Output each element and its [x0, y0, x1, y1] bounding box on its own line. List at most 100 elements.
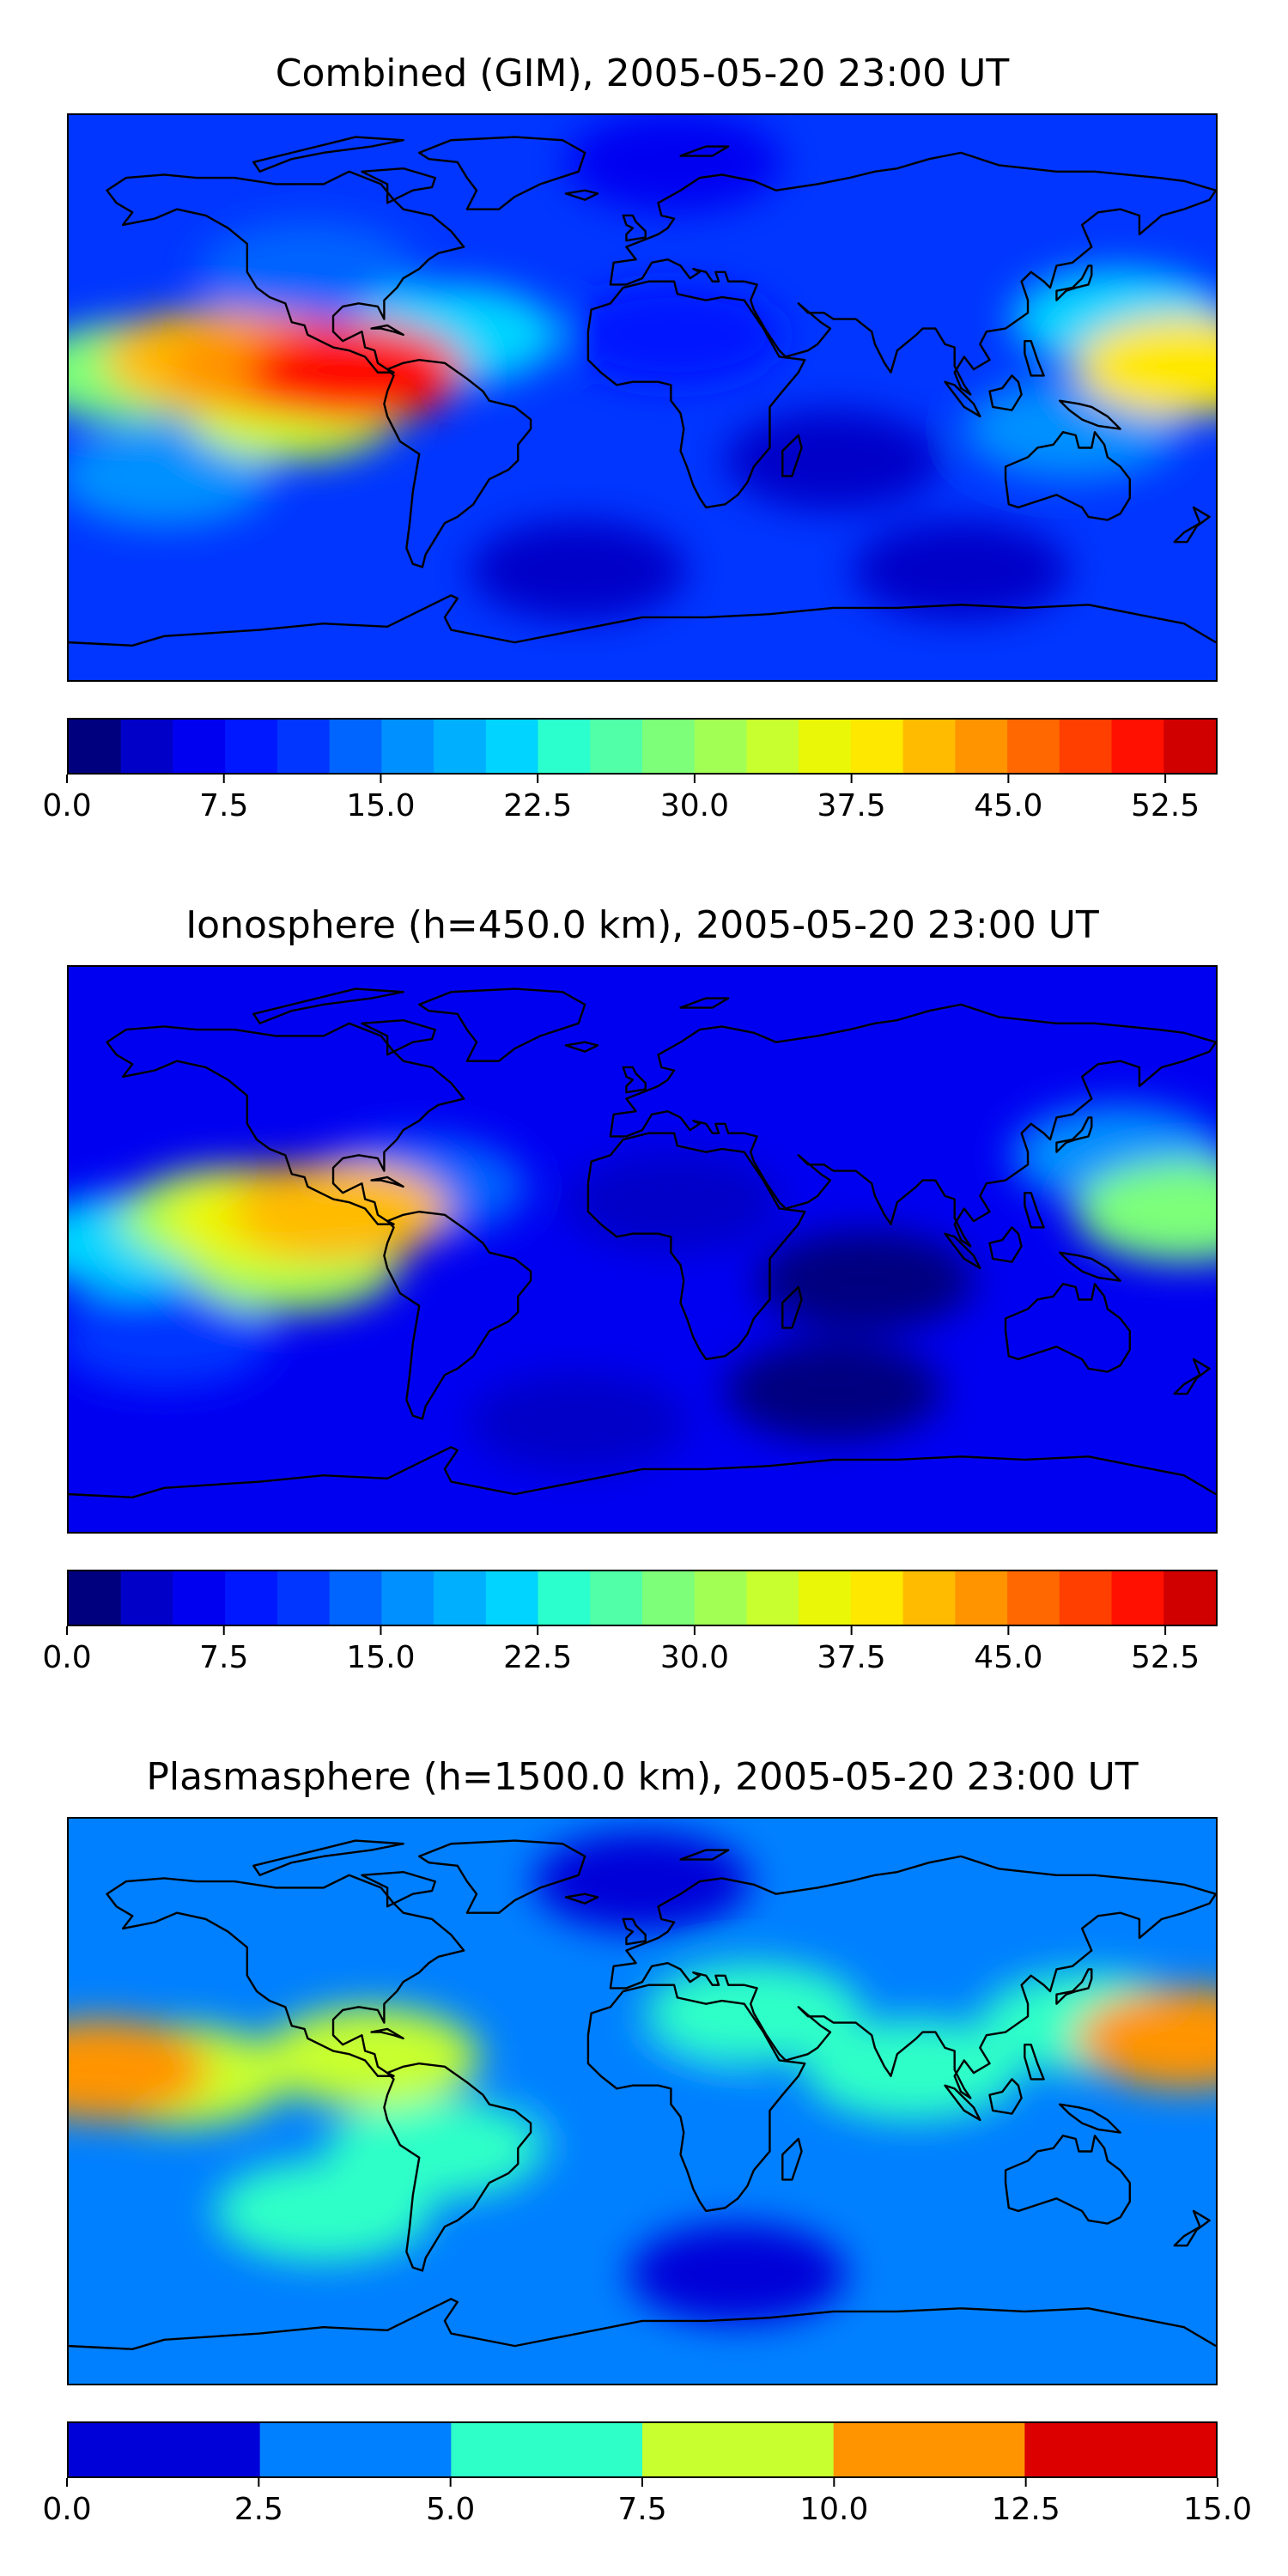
- colorbar-segment: [329, 1571, 382, 1625]
- map-plot: [67, 1817, 1218, 2385]
- coastline-baffin: [361, 168, 434, 203]
- coastline-australia: [1005, 1284, 1130, 1371]
- field-blob: [756, 1230, 974, 1332]
- colorbar-tick-label: 0.0: [42, 788, 91, 823]
- colorbar-tick-label: 30.0: [660, 1640, 729, 1675]
- colorbar-segment: [590, 1571, 643, 1625]
- colorbar-segment: [955, 1571, 1008, 1625]
- chart-title: Combined (GIM), 2005-05-20 23:00 UT: [275, 52, 1010, 95]
- colorbar-segment: [381, 720, 434, 773]
- colorbar-tick-labels: 0.0 7.5 15.0 22.5 30.0 37.5 45.0 52.5: [42, 775, 1200, 823]
- colorbar-tick-label: 30.0: [660, 788, 729, 823]
- colorbar-segment: [225, 720, 278, 773]
- coastline-eurasia: [611, 1005, 1216, 1246]
- field-blob: [1075, 315, 1216, 416]
- field-blob: [69, 2019, 210, 2120]
- coastline-japan: [1056, 1969, 1091, 2003]
- coastline-borneo: [990, 375, 1022, 410]
- coastline-arctic-islands: [253, 137, 403, 172]
- colorbar-segment: [1059, 720, 1113, 773]
- field-blob: [246, 322, 465, 423]
- colorbar-tick-label: 15.0: [346, 1640, 415, 1675]
- coastline-cuba: [372, 325, 404, 335]
- colorbar-segment: [902, 720, 956, 773]
- field-blob: [533, 2050, 751, 2152]
- coastline-iceland: [566, 191, 598, 200]
- colorbar-segment: [642, 2423, 835, 2476]
- colorbar-segment: [642, 1571, 696, 1625]
- colorbar-segment: [1163, 1571, 1216, 1625]
- map-plot: [67, 113, 1218, 682]
- coastline-svalbard: [681, 1850, 729, 1860]
- colorbar-segment: [173, 1571, 226, 1625]
- coastline-sumatra: [945, 2086, 981, 2120]
- colorbar-ticks: 0.0 7.5 15.0 22.5 30.0 37.5 45.0 52.5: [42, 1626, 1218, 1678]
- coastlines: [69, 989, 1216, 1498]
- colorbar-segment: [538, 720, 591, 773]
- coastline-madagascar: [782, 435, 801, 477]
- field-blob: [215, 2160, 433, 2262]
- coastline-new-zealand: [1175, 507, 1210, 542]
- coastline-new-zealand: [1175, 2211, 1210, 2245]
- colorbar-segment: [485, 720, 539, 773]
- coastline-japan: [1056, 1117, 1091, 1151]
- colorbar-segment: [694, 720, 747, 773]
- coastline-south-america: [384, 360, 531, 567]
- field-blob: [533, 1831, 751, 1932]
- field-layer: [69, 967, 1216, 1473]
- coastline-eurasia: [611, 153, 1216, 394]
- coastline-svalbard: [681, 147, 729, 156]
- colorbar-segment: [120, 720, 173, 773]
- colorbar-segment: [642, 720, 696, 773]
- colorbar-segment: [590, 720, 643, 773]
- coastline-svalbard: [681, 999, 729, 1008]
- coastline-new-guinea: [1060, 1253, 1121, 1281]
- colorbar-segment: [434, 720, 487, 773]
- coastline-baffin: [361, 1020, 434, 1054]
- coastline-sumatra: [945, 1234, 981, 1268]
- colorbar-segment: [1111, 1571, 1164, 1625]
- colorbar-tick-label: 52.5: [1131, 788, 1200, 823]
- coastline-arctic-islands: [253, 1841, 403, 1875]
- colorbar-tick-label: 22.5: [503, 1640, 572, 1675]
- colorbar-segment: [276, 1571, 331, 1625]
- colorbar-segment: [1007, 1571, 1060, 1625]
- field-blob: [725, 410, 942, 511]
- colorbar-segment: [1059, 1571, 1113, 1625]
- colorbar-tick-label: 2.5: [234, 2492, 283, 2527]
- field-blob: [231, 1161, 448, 1262]
- chart-title: Ionosphere (h=450.0 km), 2005-05-20 23:0…: [185, 903, 1099, 947]
- colorbar-tick-label: 7.5: [199, 1640, 248, 1675]
- coastline-arctic-islands: [253, 989, 403, 1024]
- field-blob: [470, 1371, 687, 1473]
- colorbar-segment: [485, 1571, 539, 1625]
- colorbar-segment: [850, 1571, 904, 1625]
- coastline-australia: [1005, 432, 1130, 519]
- colorbar-segment: [902, 1571, 956, 1625]
- colorbar-segment: [434, 1571, 487, 1625]
- coastline-cuba: [372, 2029, 404, 2038]
- coastline-greenland: [419, 989, 585, 1061]
- colorbar-tick-labels: 0.0 7.5 15.0 22.5 30.0 37.5 45.0 52.5: [42, 1626, 1200, 1675]
- coastline-philippines: [1024, 1193, 1043, 1227]
- colorbar-svg: [69, 720, 1216, 773]
- colorbar: [67, 718, 1218, 775]
- coastline-antarctica: [69, 595, 1216, 645]
- colorbar-segment: [381, 1571, 434, 1625]
- coastline-greenland: [419, 1841, 585, 1913]
- coastlines: [69, 137, 1216, 646]
- coastline-uk: [623, 216, 646, 240]
- colorbar-tick-label: 7.5: [617, 2492, 666, 2527]
- coastline-madagascar: [782, 2139, 801, 2180]
- colorbar: [67, 2421, 1218, 2478]
- coastline-baffin: [361, 1872, 434, 1906]
- coastline-uk: [623, 1067, 646, 1092]
- colorbar-tick-label: 15.0: [346, 788, 415, 823]
- coastline-philippines: [1024, 341, 1043, 375]
- coastlines: [69, 1841, 1216, 2349]
- map-plot: [67, 965, 1218, 1534]
- field-blob: [263, 2007, 480, 2108]
- chart-title: Plasmasphere (h=1500.0 km), 2005-05-20 2…: [146, 1755, 1139, 1799]
- colorbar-tick-label: 7.5: [199, 788, 248, 823]
- field-blob: [725, 1340, 942, 1441]
